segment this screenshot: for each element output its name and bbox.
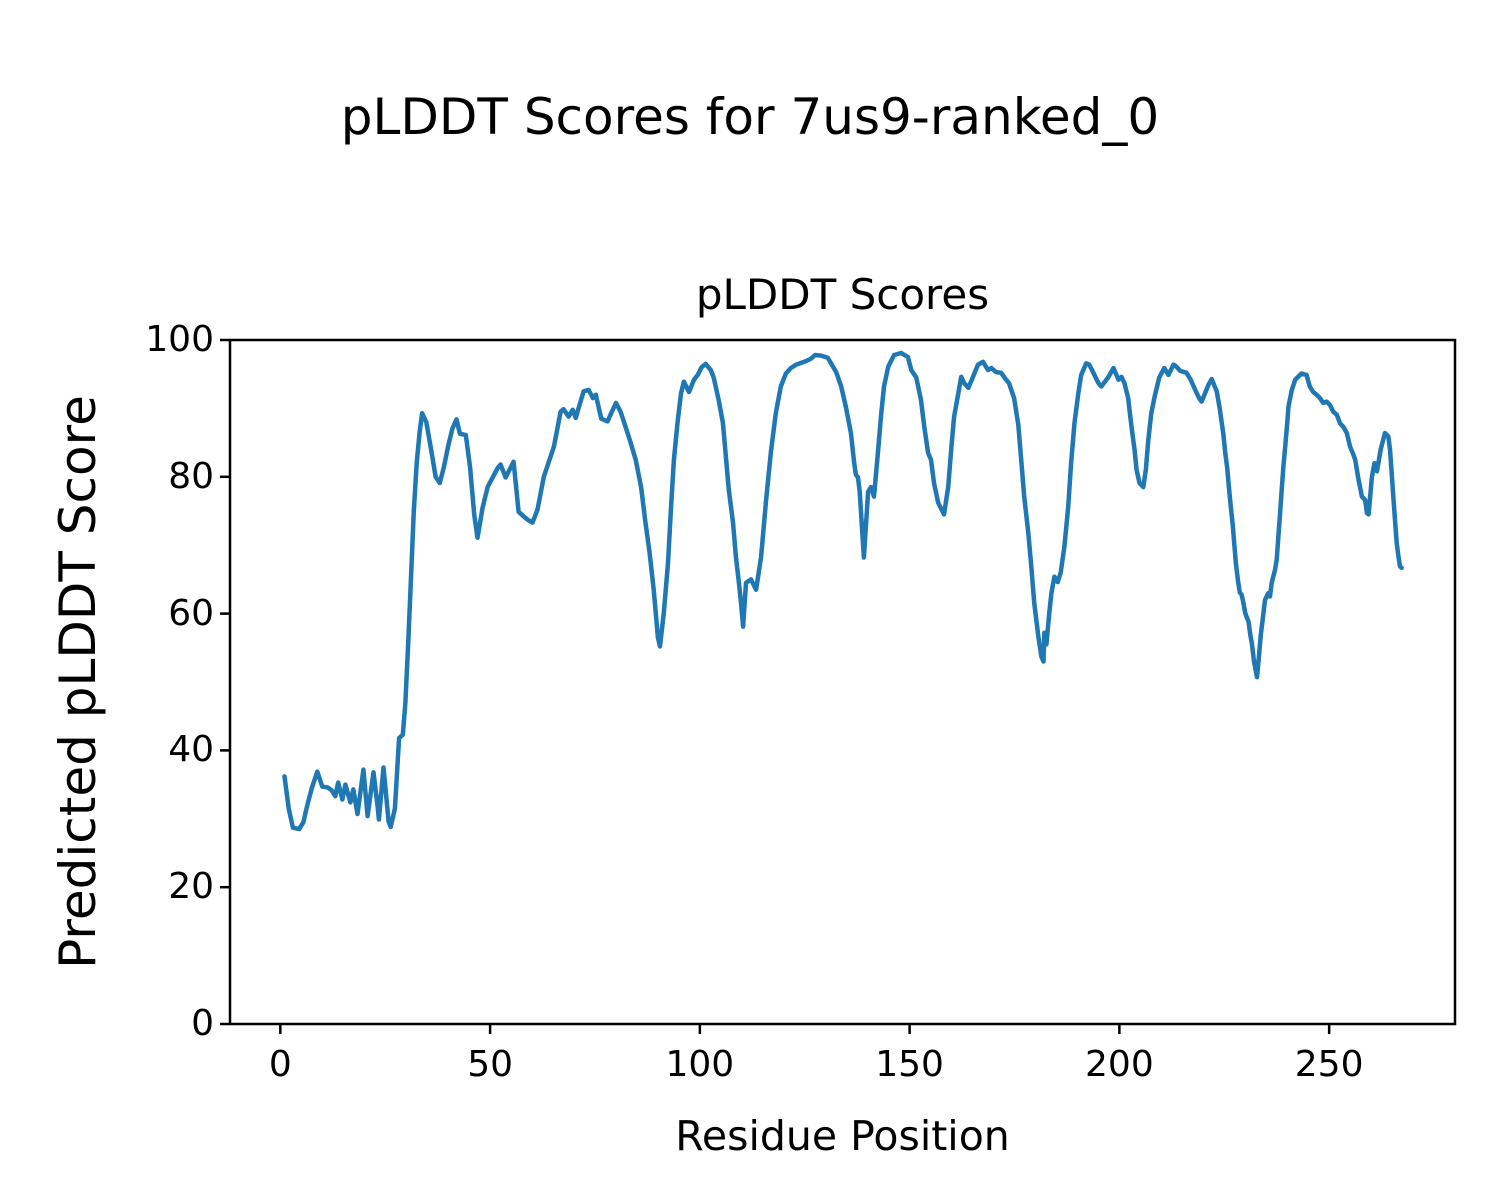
y-tick-label: 60 xyxy=(168,592,214,634)
y-tick-label: 20 xyxy=(168,866,214,908)
x-tick-label: 50 xyxy=(467,1044,513,1085)
y-axis-label: Predicted pLDDT Score xyxy=(49,395,107,969)
x-axis-label: Residue Position xyxy=(675,1112,1010,1160)
y-tick-label: 0 xyxy=(191,1003,214,1044)
plot-spines xyxy=(228,338,1457,1026)
tick-marks xyxy=(220,338,1331,1034)
x-tick-label: 150 xyxy=(875,1044,944,1085)
x-tick-label: 250 xyxy=(1294,1044,1364,1085)
y-tick-label: 100 xyxy=(145,319,214,360)
x-tick-label: 200 xyxy=(1085,1044,1154,1085)
y-tick-label: 40 xyxy=(168,729,214,771)
pldft-line-series xyxy=(282,350,1404,832)
figure-title: pLDDT Scores for 7us9-ranked_0 xyxy=(340,88,1160,146)
y-tick-label: 80 xyxy=(168,455,214,497)
x-tick-label: 100 xyxy=(665,1044,735,1085)
axes-title: pLDDT Scores xyxy=(695,270,990,319)
x-tick-label: 0 xyxy=(268,1044,292,1085)
